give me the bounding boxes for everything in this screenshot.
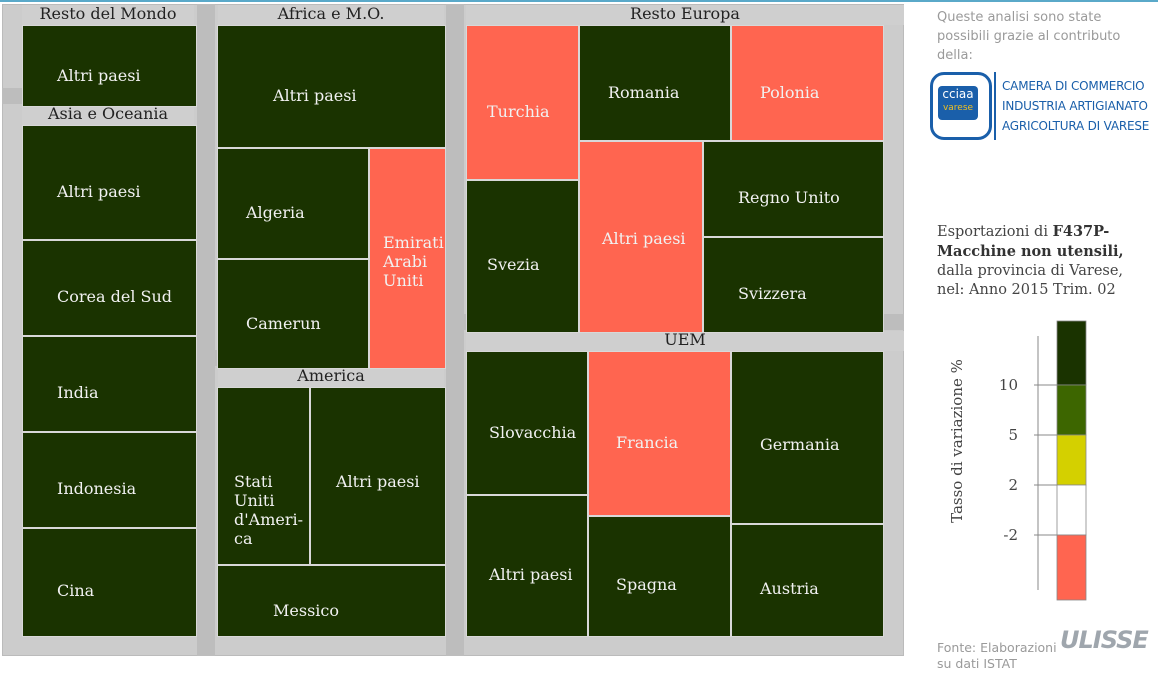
top-accent-line (0, 0, 1158, 2)
tile-africa-altri-paesi[interactable]: Altri paesi (217, 25, 446, 148)
tile-label: Altri paesi (273, 86, 357, 105)
tile-corea-del-sud[interactable]: Corea del Sud (22, 240, 197, 336)
logo-text: CAMERA DI COMMERCIO INDUSTRIA ARTIGIANATO… (1002, 76, 1149, 136)
tile-messico[interactable]: Messico (217, 565, 446, 637)
legend-swatch (1056, 484, 1087, 536)
group-header-uem: UEM (466, 331, 904, 351)
logo-divider (994, 72, 996, 140)
tile-turchia[interactable]: Turchia (466, 25, 579, 180)
group-header-africa-mo: Africa e M.O. (218, 5, 444, 25)
logo-mark-inner: cciaa varese (938, 86, 978, 120)
credit-text: Queste analisi sono state possibili graz… (937, 10, 1121, 63)
legend-tick-label: 2 (1008, 476, 1018, 494)
tile-label: Svizzera (738, 284, 807, 303)
logo-mark-top: cciaa (942, 87, 974, 101)
legend-swatch (1056, 320, 1087, 386)
tile-label: Altri paesi (336, 472, 420, 491)
group-header-asia-oceania: Asia e Oceania (22, 105, 194, 125)
tile-label: Altri paesi (602, 229, 686, 248)
group-header-resto-del-mondo: Resto del Mondo (22, 5, 194, 25)
tile-indonesia[interactable]: Indonesia (22, 432, 197, 528)
desc-prefix: Esportazioni di (937, 224, 1053, 240)
tile-label: Stati Uniti d'Ameri- ca (234, 472, 304, 548)
tile-label: Corea del Sud (57, 287, 173, 306)
tile-romania[interactable]: Romania (579, 25, 731, 141)
tile-label: Indonesia (57, 479, 137, 498)
logo-line-2: INDUSTRIA ARTIGIANATO (1002, 99, 1148, 113)
tile-america-altri-paesi[interactable]: Altri paesi (310, 387, 446, 565)
tile-label: Regno Unito (738, 188, 840, 207)
tile-francia[interactable]: Francia (588, 351, 731, 516)
desc-province: dalla provincia di Varese, (937, 263, 1124, 279)
tile-label: Austria (760, 579, 819, 598)
tile-label: Altri paesi (489, 565, 573, 584)
legend-tick-label: 10 (999, 376, 1018, 394)
legend-tick-label: -2 (1003, 526, 1018, 544)
tile-india[interactable]: India (22, 336, 197, 432)
tile-svezia[interactable]: Svezia (466, 180, 579, 333)
tile-label: Messico (273, 601, 339, 620)
tile-label: Altri paesi (57, 66, 141, 85)
tile-label: Romania (608, 83, 680, 102)
tile-label: Slovacchia (489, 423, 577, 442)
legend-swatch (1056, 534, 1087, 601)
tile-spagna[interactable]: Spagna (588, 516, 731, 637)
logo-line-1: CAMERA DI COMMERCIO (1002, 79, 1145, 93)
chamber-logo: cciaa varese CAMERA DI COMMERCIO INDUSTRIA… (930, 70, 1152, 142)
tile-polonia[interactable]: Polonia (731, 25, 884, 141)
tile-regno-unito[interactable]: Regno Unito (703, 141, 884, 237)
group-header-resto-europa: Resto Europa (466, 5, 904, 25)
legend-title: Tasso di variazione % (948, 359, 966, 523)
ulisse-logo: ULISSE (1060, 626, 1149, 654)
logo-line-3: AGRICOLTURA DI VARESE (1002, 119, 1150, 133)
legend-tick-label: 5 (1008, 426, 1018, 444)
tile-label: Svezia (487, 255, 540, 274)
tile-label: Camerun (246, 314, 321, 333)
tile-asia-altri-paesi[interactable]: Altri paesi (22, 125, 197, 240)
tile-label: Altri paesi (57, 182, 141, 201)
tile-label: Algeria (246, 203, 305, 222)
tile-algeria[interactable]: Algeria (217, 148, 369, 259)
tile-slovacchia[interactable]: Slovacchia (466, 351, 588, 495)
tile-label: Spagna (616, 575, 677, 594)
desc-product: F437P-Macchine non utensili, (937, 223, 1124, 260)
tile-austria[interactable]: Austria (731, 524, 884, 637)
desc-period: nel: Anno 2015 Trim. 02 (937, 282, 1116, 298)
tile-label: India (57, 383, 99, 402)
tile-camerun[interactable]: Camerun (217, 259, 369, 369)
tile-resto-europa-altri-paesi[interactable]: Altri paesi (579, 141, 703, 333)
gutter (197, 4, 215, 656)
tile-label: Turchia (487, 102, 550, 121)
logo-mark (930, 72, 992, 140)
group-header-america: America (218, 367, 444, 387)
source-note: Fonte: Elaborazioni su dati ISTAT (937, 640, 1057, 671)
tile-emirati-arabi-uniti[interactable]: Emirati Arabi Uniti (369, 148, 446, 369)
tile-label: Germania (760, 435, 840, 454)
legend-swatch (1056, 384, 1087, 436)
tile-label: Polonia (760, 83, 820, 102)
legend-swatch (1056, 434, 1087, 486)
tile-uem-altri-paesi[interactable]: Altri paesi (466, 495, 588, 637)
tile-germania[interactable]: Germania (731, 351, 884, 524)
tile-label: Francia (616, 433, 679, 452)
tile-stati-uniti[interactable]: Stati Uniti d'Ameri- ca (217, 387, 310, 565)
tile-svizzera[interactable]: Svizzera (703, 237, 884, 333)
chart-description: Esportazioni di F437P-Macchine non utens… (937, 222, 1152, 300)
tile-resto-del-mondo-altri-paesi[interactable]: Altri paesi (22, 25, 197, 107)
logo-mark-bottom: varese (942, 103, 974, 113)
gutter (446, 4, 464, 656)
tile-label: Cina (57, 581, 95, 600)
color-legend: 10 5 2 -2 Tasso di variazione % (948, 320, 1087, 601)
tile-label: Emirati Arabi Uniti (383, 233, 444, 290)
tile-cina[interactable]: Cina (22, 528, 197, 637)
